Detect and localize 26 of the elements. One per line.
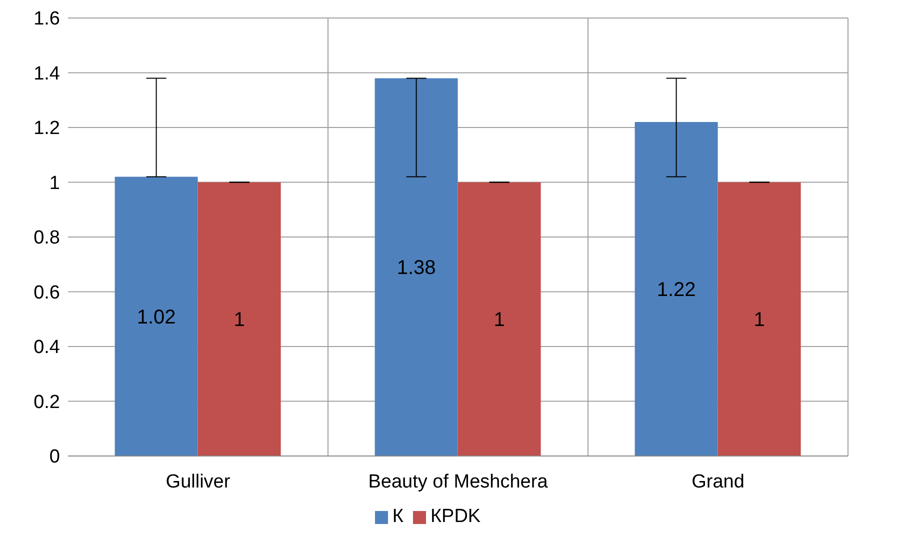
data-label: 1.22 xyxy=(656,279,696,302)
y-tick-label: 1 xyxy=(49,172,60,194)
y-tick-label: 0.8 xyxy=(34,228,60,249)
x-tick-label: Grand xyxy=(692,471,744,492)
bar xyxy=(718,182,801,456)
y-tick-label: 1.6 xyxy=(34,8,60,30)
bar xyxy=(198,182,281,456)
bar xyxy=(458,182,541,456)
data-label: 1.02 xyxy=(136,306,176,328)
data-label: 1 xyxy=(754,309,765,332)
y-tick-label: 0.4 xyxy=(34,337,60,358)
legend-label: К xyxy=(392,506,404,527)
bar xyxy=(374,78,458,456)
y-tick-label: 0.2 xyxy=(34,392,60,413)
data-label: 1.38 xyxy=(396,257,436,280)
x-tick-label: Beauty of Meshchera xyxy=(368,471,548,492)
data-label: 1 xyxy=(234,309,245,332)
y-tick-label: 0.6 xyxy=(34,282,60,304)
bar xyxy=(114,176,198,456)
legend-label: КPDK xyxy=(430,506,481,527)
y-tick-label: 0 xyxy=(49,446,60,468)
data-label: 1 xyxy=(494,309,505,332)
bar xyxy=(634,122,718,456)
y-tick-label: 1.4 xyxy=(34,63,60,84)
y-tick-label: 1.2 xyxy=(34,118,60,140)
x-tick-label: Gulliver xyxy=(166,471,231,492)
